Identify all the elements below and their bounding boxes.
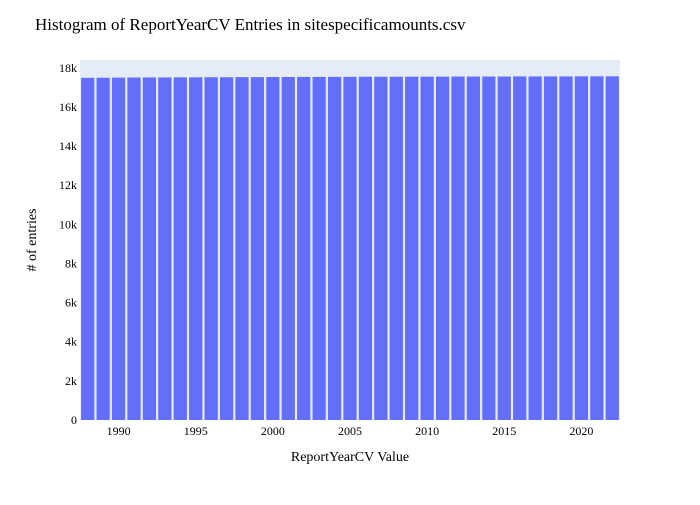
bar-2013 [466, 76, 481, 420]
x-tick-label: 1990 [107, 424, 131, 438]
bar-2003 [312, 76, 326, 421]
y-tick-label: 18k [59, 61, 77, 75]
x-tick-label: 2000 [261, 424, 285, 438]
x-tick-label: 1995 [184, 424, 208, 438]
x-tick-label: 2020 [569, 424, 593, 438]
bar-1989 [96, 77, 110, 421]
bar-2014 [482, 76, 496, 420]
bar-1988 [81, 77, 95, 421]
y-tick-label: 8k [65, 256, 77, 270]
x-tick-label: 2015 [492, 424, 516, 438]
y-tick-label: 2k [65, 374, 77, 388]
bar-2002 [297, 76, 311, 421]
bar-1994 [173, 77, 187, 420]
x-tick-label: 2010 [415, 424, 439, 438]
bar-2016 [513, 76, 527, 421]
bar-2018 [543, 76, 558, 421]
bar-1999 [250, 77, 265, 421]
y-tick-label: 16k [59, 100, 77, 114]
bar-1997 [219, 77, 234, 420]
bar-2008 [389, 76, 403, 420]
bar-2022 [605, 76, 619, 420]
bar-2020 [574, 76, 589, 420]
bar-2000 [266, 77, 280, 421]
x-axis-ticks: 1990 1995 2000 2005 2010 2015 2020 [107, 424, 594, 438]
bar-2017 [528, 76, 542, 421]
bar-2004 [327, 76, 342, 420]
bar-1998 [235, 77, 249, 421]
y-tick-label: 10k [59, 217, 77, 231]
y-tick-label: 12k [59, 178, 77, 192]
y-axis-label: # of entries [25, 209, 40, 272]
bar-2012 [451, 76, 465, 420]
bar-1991 [127, 77, 141, 420]
bar-2006 [358, 76, 373, 420]
bar-2007 [374, 76, 388, 420]
bar-1990 [111, 77, 126, 421]
bar-1993 [158, 77, 172, 420]
bar-1995 [189, 77, 203, 420]
bar-2021 [590, 76, 604, 420]
y-tick-label: 14k [59, 139, 77, 153]
bar-2019 [559, 76, 573, 421]
bar-2009 [405, 76, 419, 420]
y-tick-label: 0 [71, 413, 77, 427]
bar-2015 [497, 76, 511, 420]
y-tick-label: 4k [65, 335, 77, 349]
bar-1992 [142, 77, 157, 420]
bar-1996 [204, 77, 218, 420]
bar-2011 [435, 76, 450, 420]
y-axis-ticks: 0 2k 4k 6k 8k 10k 12k 14k 16k 18k [59, 61, 77, 427]
y-tick-label: 6k [65, 296, 77, 310]
bar-2001 [281, 77, 295, 421]
bars-group [81, 76, 619, 421]
bar-2005 [343, 76, 357, 420]
bar-2010 [420, 76, 434, 420]
x-axis-label: ReportYearCV Value [291, 450, 409, 465]
x-tick-label: 2005 [338, 424, 362, 438]
chart-title: Histogram of ReportYearCV Entries in sit… [35, 15, 466, 34]
